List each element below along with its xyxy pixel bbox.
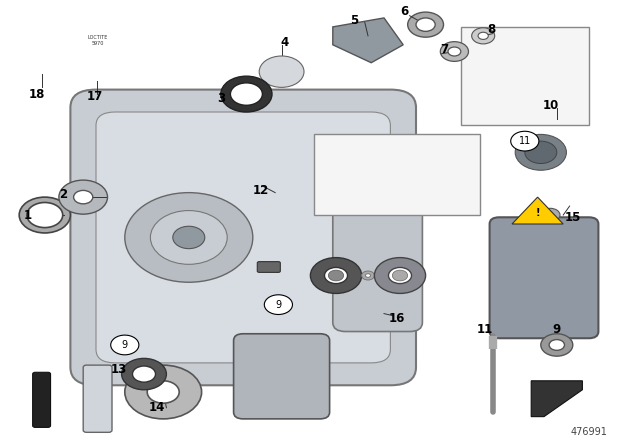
- Text: 1: 1: [24, 208, 31, 222]
- Circle shape: [150, 211, 227, 264]
- Circle shape: [392, 270, 408, 281]
- Circle shape: [448, 47, 461, 56]
- Circle shape: [416, 18, 435, 31]
- FancyBboxPatch shape: [490, 217, 598, 338]
- FancyBboxPatch shape: [333, 179, 422, 332]
- FancyBboxPatch shape: [257, 262, 280, 272]
- FancyBboxPatch shape: [96, 112, 390, 363]
- Text: 476991: 476991: [570, 427, 607, 437]
- Circle shape: [74, 190, 93, 204]
- Text: 9: 9: [275, 300, 282, 310]
- Circle shape: [511, 131, 539, 151]
- Text: 14: 14: [148, 401, 165, 414]
- Circle shape: [408, 12, 444, 37]
- FancyBboxPatch shape: [83, 365, 112, 432]
- Circle shape: [59, 180, 108, 214]
- Text: !: !: [535, 208, 540, 218]
- Circle shape: [122, 358, 166, 390]
- Circle shape: [173, 226, 205, 249]
- FancyBboxPatch shape: [33, 372, 51, 427]
- Text: 7: 7: [441, 43, 449, 56]
- Circle shape: [549, 340, 564, 350]
- Circle shape: [27, 202, 63, 228]
- FancyBboxPatch shape: [234, 334, 330, 419]
- Text: 9: 9: [122, 340, 128, 350]
- Circle shape: [374, 258, 426, 293]
- Polygon shape: [531, 381, 582, 417]
- Text: 15: 15: [564, 211, 581, 224]
- Text: 3: 3: [217, 92, 225, 105]
- Circle shape: [125, 365, 202, 419]
- Circle shape: [525, 141, 557, 164]
- Circle shape: [310, 258, 362, 293]
- Polygon shape: [333, 18, 403, 63]
- Circle shape: [230, 83, 262, 105]
- Circle shape: [264, 295, 292, 314]
- FancyBboxPatch shape: [314, 134, 480, 215]
- Text: 6: 6: [401, 4, 408, 18]
- Text: LOCTITE
5970: LOCTITE 5970: [87, 35, 108, 46]
- Circle shape: [328, 270, 344, 281]
- Circle shape: [147, 381, 179, 403]
- Circle shape: [365, 274, 371, 277]
- Text: 2: 2: [59, 188, 67, 202]
- Circle shape: [440, 42, 468, 61]
- Text: 16: 16: [388, 311, 405, 325]
- Text: 8: 8: [488, 22, 495, 36]
- Text: 11: 11: [518, 136, 531, 146]
- Circle shape: [259, 56, 304, 87]
- FancyBboxPatch shape: [461, 27, 589, 125]
- FancyBboxPatch shape: [70, 90, 416, 385]
- Circle shape: [125, 193, 253, 282]
- Text: 5: 5: [351, 13, 358, 27]
- Text: 9: 9: [553, 323, 561, 336]
- Circle shape: [132, 366, 156, 382]
- Circle shape: [472, 28, 495, 44]
- Circle shape: [19, 197, 70, 233]
- Circle shape: [515, 134, 566, 170]
- Circle shape: [388, 267, 412, 284]
- Text: 12: 12: [253, 184, 269, 197]
- Polygon shape: [512, 197, 563, 224]
- Text: 10: 10: [542, 99, 559, 112]
- Circle shape: [221, 76, 272, 112]
- Text: 11: 11: [477, 323, 493, 336]
- Circle shape: [324, 267, 348, 284]
- Circle shape: [478, 32, 488, 39]
- Circle shape: [111, 335, 139, 355]
- Circle shape: [362, 271, 374, 280]
- Text: 18: 18: [29, 87, 45, 101]
- Text: 4: 4: [281, 36, 289, 49]
- Circle shape: [541, 334, 573, 356]
- Text: 13: 13: [110, 363, 127, 376]
- Text: 17: 17: [86, 90, 103, 103]
- Circle shape: [541, 208, 560, 222]
